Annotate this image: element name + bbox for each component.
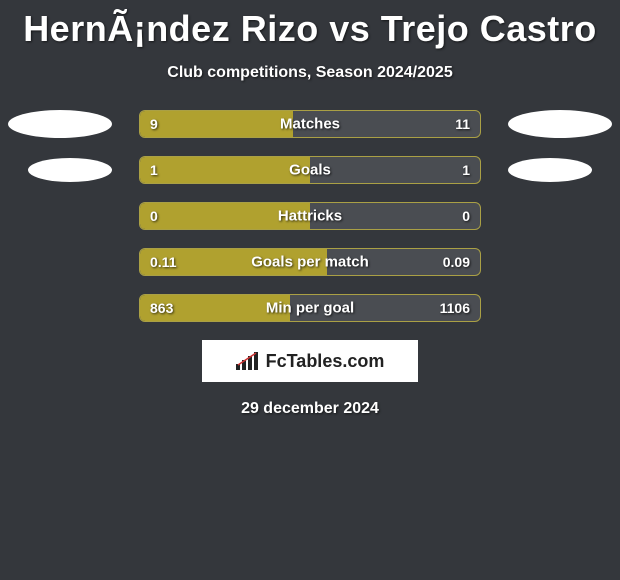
stat-row: 9 Matches 11 bbox=[0, 110, 620, 138]
stat-row: 1 Goals 1 bbox=[0, 156, 620, 184]
player-avatar-right bbox=[508, 110, 612, 138]
stat-value-right: 11 bbox=[455, 116, 470, 132]
stat-label: Matches bbox=[280, 116, 340, 133]
stat-row: 0.11 Goals per match 0.09 bbox=[0, 248, 620, 276]
stat-label: Goals bbox=[289, 162, 331, 179]
stat-bar: 1 Goals 1 bbox=[139, 156, 481, 184]
stat-bar-fill bbox=[140, 111, 293, 137]
stat-value-left: 9 bbox=[150, 116, 158, 132]
stat-bar: 0 Hattricks 0 bbox=[139, 202, 481, 230]
stat-row: 0 Hattricks 0 bbox=[0, 202, 620, 230]
stat-row: 863 Min per goal 1106 bbox=[0, 294, 620, 322]
stat-bar: 0.11 Goals per match 0.09 bbox=[139, 248, 481, 276]
stat-bar: 9 Matches 11 bbox=[139, 110, 481, 138]
player-avatar-left bbox=[8, 110, 112, 138]
brand-text: FcTables.com bbox=[266, 351, 385, 372]
stat-value-right: 1106 bbox=[440, 300, 470, 316]
infographic-date: 29 december 2024 bbox=[0, 400, 620, 418]
stat-value-left: 1 bbox=[150, 162, 158, 178]
stat-value-left: 0.11 bbox=[150, 254, 176, 270]
stat-value-right: 0.09 bbox=[443, 254, 470, 270]
stat-value-right: 1 bbox=[462, 162, 470, 178]
bar-chart-icon bbox=[236, 352, 260, 370]
player-avatar-right bbox=[508, 158, 592, 182]
brand-logo-box: FcTables.com bbox=[202, 340, 418, 382]
stat-value-left: 863 bbox=[150, 300, 173, 316]
stat-value-right: 0 bbox=[462, 208, 470, 224]
player-avatar-left bbox=[28, 158, 112, 182]
stat-label: Goals per match bbox=[251, 254, 369, 271]
page-title: HernÃ¡ndez Rizo vs Trejo Castro bbox=[0, 0, 620, 50]
page-subtitle: Club competitions, Season 2024/2025 bbox=[0, 64, 620, 82]
stat-bar-fill bbox=[140, 157, 310, 183]
stat-bar: 863 Min per goal 1106 bbox=[139, 294, 481, 322]
stat-label: Hattricks bbox=[278, 208, 342, 225]
stat-label: Min per goal bbox=[266, 300, 354, 317]
stats-area: 9Matches111Goals10Hattricks00.11Goals pe… bbox=[0, 110, 620, 322]
stat-value-left: 0 bbox=[150, 208, 158, 224]
